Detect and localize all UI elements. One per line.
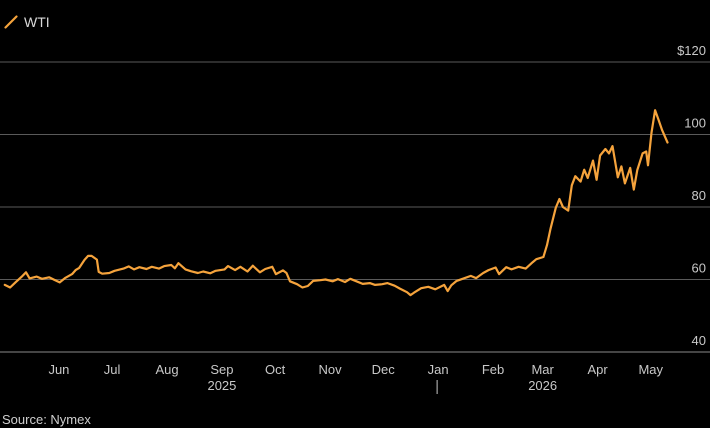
x-tick-label: Sep — [210, 362, 233, 377]
x-tick-label: Jan — [428, 362, 449, 377]
y-tick-label: 40 — [692, 333, 706, 348]
x-tick-label: Jul — [104, 362, 121, 377]
legend-line-icon — [4, 15, 18, 29]
x-tick-label: Oct — [265, 362, 286, 377]
x-tick-label: Dec — [372, 362, 396, 377]
y-tick-label: 60 — [692, 261, 706, 276]
x-tick-label: Mar — [531, 362, 554, 377]
x-tick-label: Feb — [482, 362, 504, 377]
y-tick-label: $120 — [677, 43, 706, 58]
year-label: 2025 — [207, 378, 236, 393]
x-tick-label: Aug — [155, 362, 178, 377]
x-tick-label: May — [638, 362, 663, 377]
legend-label: WTI — [24, 14, 50, 30]
year-label: 2026 — [528, 378, 557, 393]
x-tick-label: Jun — [48, 362, 69, 377]
source-note: Source: Nymex — [2, 412, 91, 427]
series-line-wti — [3, 109, 669, 297]
y-tick-label: 80 — [692, 188, 706, 203]
chart-legend: WTI — [4, 14, 50, 30]
y-tick-label: 100 — [684, 116, 706, 131]
x-tick-label: Apr — [587, 362, 608, 377]
x-tick-label: Nov — [318, 362, 342, 377]
